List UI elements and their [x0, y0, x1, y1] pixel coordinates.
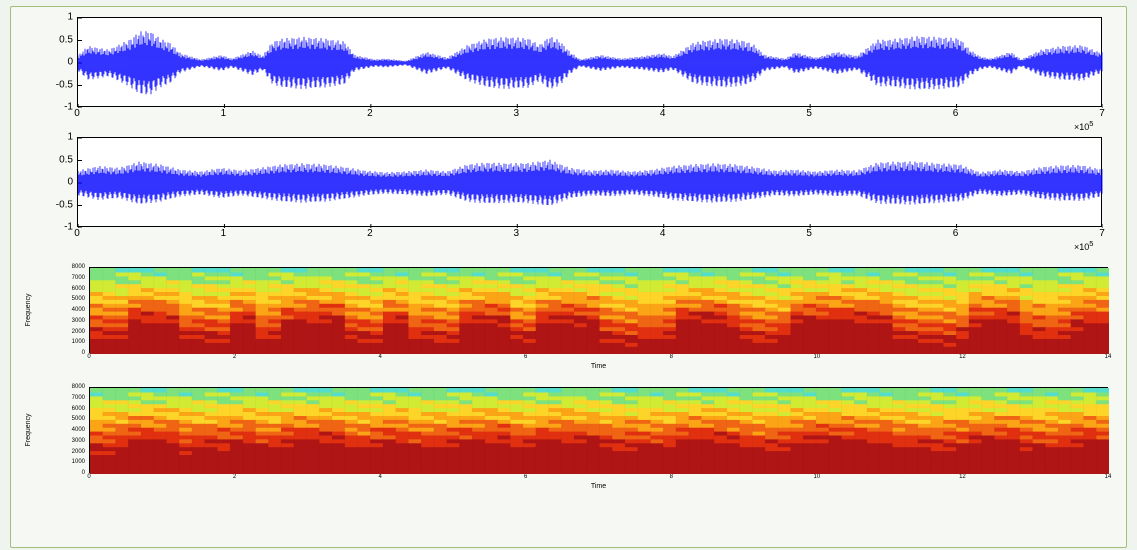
y-tick: 0.5	[59, 34, 73, 45]
x-tick: 4	[660, 108, 666, 119]
spec-x-tick: 2	[233, 474, 236, 480]
spec-y-label-1: Frequency	[25, 293, 32, 326]
spec-x-label-2: Time	[591, 483, 606, 490]
spec-y-tick: 5000	[72, 416, 85, 422]
x-tick: 0	[74, 108, 80, 119]
spec-y-tick: 7000	[72, 275, 85, 281]
x-tick: 1	[221, 108, 227, 119]
x-sci-exponent-2: ×105	[1074, 239, 1093, 252]
x-tick: 5	[806, 108, 812, 119]
waveform-plot-2	[77, 137, 1102, 227]
x-tick: 2	[367, 228, 373, 239]
y-tick: 1	[67, 132, 73, 143]
waveform-panel-1: -1-0.500.5101234567×105	[17, 17, 1108, 137]
y-tick: 0	[67, 57, 73, 68]
x-tick: 0	[74, 228, 80, 239]
spec-y-tick: 2000	[72, 449, 85, 455]
y-axis-2: -1-0.500.51	[17, 137, 77, 227]
y-tick: -0.5	[56, 199, 73, 210]
spec-y-tick: 8000	[72, 264, 85, 270]
spec-y-tick: 2000	[72, 329, 85, 335]
spec-x-label-1: Time	[591, 363, 606, 370]
spec-y-tick: 1000	[72, 459, 85, 465]
spec-x-tick: 10	[814, 354, 821, 360]
spectrogram-plot-2	[89, 387, 1108, 473]
spec-y-tick: 0	[82, 470, 85, 476]
spec-x-tick: 12	[959, 354, 966, 360]
spectrogram-svg-2	[90, 388, 1109, 474]
x-tick: 7	[1099, 108, 1105, 119]
spectrogram-svg-1	[90, 268, 1109, 354]
spec-y-tick: 4000	[72, 427, 85, 433]
spec-x-tick: 14	[1105, 474, 1112, 480]
spectrogram-panel-1: 0 1000 2000 3000 4000 5000 6000 7000 8000 Frequen…	[17, 267, 1108, 381]
waveform-svg-1	[78, 18, 1103, 108]
sci-base: ×10	[1074, 242, 1089, 252]
spec-x-tick: 12	[959, 474, 966, 480]
y-tick: 0	[67, 177, 73, 188]
spec-x-tick: 8	[670, 474, 673, 480]
sci-sup: 5	[1089, 239, 1093, 248]
spec-y-tick: 4000	[72, 307, 85, 313]
spec-y-tick: 6000	[72, 406, 85, 412]
x-tick: 2	[367, 108, 373, 119]
waveform-panel-2: -1-0.500.5101234567×105	[17, 137, 1108, 257]
x-tick: 4	[660, 228, 666, 239]
spec-x-tick: 14	[1105, 354, 1112, 360]
y-tick: -1	[64, 222, 73, 233]
spec-x-tick: 8	[670, 354, 673, 360]
x-tick: 1	[221, 228, 227, 239]
y-tick: 1	[67, 12, 73, 23]
spec-y-tick: 8000	[72, 384, 85, 390]
x-axis-1: 0 1 2 3 4 5 6 7	[77, 107, 1102, 123]
x-axis-2: 0 1 2 3 4 5 6 7	[77, 227, 1102, 243]
sci-base: ×10	[1074, 122, 1089, 132]
spec-y-label-2: Frequency	[25, 413, 32, 446]
x-sci-exponent-1: ×105	[1074, 119, 1093, 132]
spec-x-tick: 6	[524, 354, 527, 360]
spec-x-tick: 4	[378, 354, 381, 360]
spec-y-tick: 5000	[72, 296, 85, 302]
waveform-plot-1	[77, 17, 1102, 107]
y-axis-1: -1-0.500.51	[17, 17, 77, 107]
x-tick: 5	[806, 228, 812, 239]
x-tick: 7	[1099, 228, 1105, 239]
spec-y-tick: 1000	[72, 339, 85, 345]
x-tick: 6	[953, 228, 959, 239]
spec-y-tick: 0	[82, 350, 85, 356]
spec-y-tick: 7000	[72, 395, 85, 401]
spec-y-tick: 3000	[72, 318, 85, 324]
y-tick: 0.5	[59, 154, 73, 165]
spec-y-tick: 6000	[72, 286, 85, 292]
waveform-svg-2	[78, 138, 1103, 228]
spec-x-tick: 2	[233, 354, 236, 360]
spec-y-tick: 3000	[72, 438, 85, 444]
x-tick: 3	[514, 108, 520, 119]
spec-x-tick: 6	[524, 474, 527, 480]
x-tick: 6	[953, 108, 959, 119]
waveform-trace-1	[78, 31, 1102, 94]
spec-x-tick: 10	[814, 474, 821, 480]
spec-x-tick: 0	[87, 474, 90, 480]
x-tick: 3	[514, 228, 520, 239]
figure-frame: -1-0.500.5101234567×105-1-0.500.51012345…	[10, 6, 1127, 548]
sci-sup: 5	[1089, 119, 1093, 128]
spectrogram-panel-2: 0 1000 2000 3000 4000 5000 6000 7000 8000 Frequen…	[17, 387, 1108, 501]
spectrogram-plot-1	[89, 267, 1108, 353]
waveform-trace-2	[78, 160, 1102, 205]
y-tick: -0.5	[56, 79, 73, 90]
spec-x-tick: 4	[378, 474, 381, 480]
y-tick: -1	[64, 102, 73, 113]
spec-x-tick: 0	[87, 354, 90, 360]
